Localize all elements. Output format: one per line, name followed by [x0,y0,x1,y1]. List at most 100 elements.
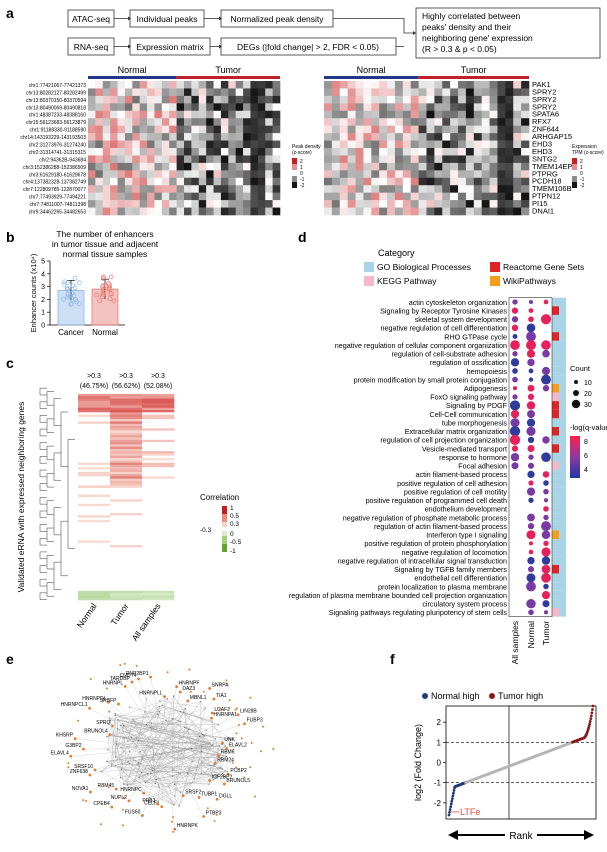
correlation-cell [142,465,174,468]
heatmap-cell [140,155,148,163]
heatmap-cell [206,163,214,171]
heatmap-cell [419,193,427,201]
heatmap-cell [442,126,450,134]
correlation-cell [78,442,110,445]
category-strip-cell [552,324,559,333]
heatmap-cell [458,111,466,119]
flow-individual-peaks: Individual peaks [137,14,198,24]
dot [512,325,518,331]
correlation-cell [142,410,174,413]
heatmap-cell [88,126,96,134]
heatmap-cell [118,193,126,201]
heatmap-cell [95,163,103,171]
hub-node [173,695,174,696]
heatmap-cell [482,185,490,193]
heatmap-cell [184,111,192,119]
heatmap-cell [154,96,162,104]
heatmap-cell [140,178,148,186]
dot [527,445,534,452]
node-label: SRBFP [100,698,117,704]
heatmap-cell [411,178,419,186]
category-strip-go [559,384,566,393]
dot [527,471,534,478]
network-node [260,750,262,752]
heatmap-cell [466,133,474,141]
network-node [82,799,84,801]
correlation-cell [78,417,110,420]
heatmap-cell [466,200,474,208]
dot [529,300,533,304]
network-node [117,703,120,706]
node-label: HNRNPK [177,823,199,829]
heatmap-cell [513,193,521,201]
legend-swatch [222,506,227,514]
heatmap-cell [513,88,521,96]
gene-point [451,797,454,800]
hub-node [120,777,121,778]
heatmap-cell [395,200,403,208]
correlation-cell [142,598,174,601]
gene-point [589,720,592,723]
node-label: DGLL [219,793,232,799]
heatmap-cell [348,200,356,208]
heatmap-cell [427,88,435,96]
heatmap-cell [332,103,340,111]
heatmap-cell [474,170,482,178]
heatmap-cell [363,96,371,104]
correlation-cell [110,591,142,594]
heatmap-cell [371,103,379,111]
category-strip-cell [552,522,559,531]
heatmap-cell [221,96,229,104]
heatmap-cell [228,103,236,111]
heatmap-cell [140,141,148,149]
heatmap-cell [403,126,411,134]
heatmap-cell [434,148,442,156]
correlation-cell [110,524,142,527]
category-strip-go [559,539,566,548]
heatmap-cell [273,170,281,178]
data-point [73,276,77,280]
heatmap-cell [332,163,340,171]
heatmap-cell [466,185,474,193]
heatmap-cell [110,118,118,126]
hub-node [121,769,122,770]
heatmap-cell [379,118,387,126]
y-tick-label: -1 [434,779,442,788]
hub-node [177,720,178,721]
heatmap-cell [442,96,450,104]
heatmap-cell [118,163,126,171]
hub-node [137,763,138,764]
category-strip-cell [552,505,559,514]
heatmap-cell [371,96,379,104]
x-axis-label: Rank [509,831,533,842]
correlation-cell [110,435,142,438]
hub-node [162,705,163,706]
heatmap-cell [521,111,529,119]
network-node [111,725,114,728]
heatmap-cell [258,103,266,111]
correlation-cell [142,492,174,495]
panel-a-flowchart: ATAC-seq Individual peaks Normalized pea… [68,8,600,58]
correlation-cell [78,458,110,461]
network-node [124,663,126,665]
q-legend-tick: 4 [584,467,588,474]
hub-node [184,727,185,728]
correlation-cell [142,470,174,473]
heatmap-cell [154,208,162,216]
network-node [213,698,216,701]
heatmap-cell [505,170,513,178]
heatmap-cell [184,81,192,89]
heatmap-cell [363,200,371,208]
correlation-cell [142,547,174,550]
correlation-cell [78,474,110,477]
heatmap-cell [466,208,474,216]
correlation-cell [110,465,142,468]
correlation-cell [142,474,174,477]
heatmap-cell [521,208,529,216]
category-strip-go [559,444,566,453]
correlation-cell [78,547,110,550]
heatmap-cell [228,111,236,119]
hub-node [213,764,214,765]
correlation-cell [110,431,142,434]
heatmap-cell [450,118,458,126]
